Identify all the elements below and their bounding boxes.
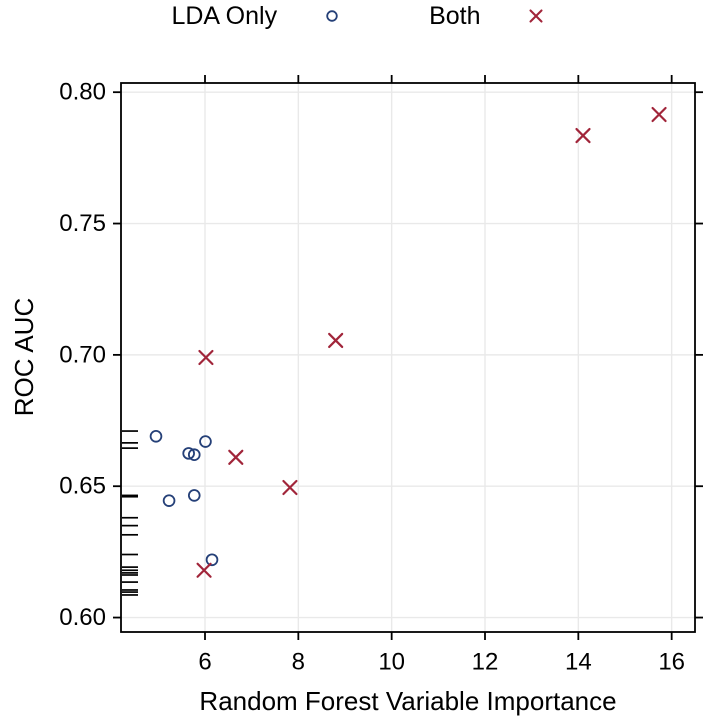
data-point-x — [196, 562, 212, 578]
data-point-x — [575, 127, 591, 144]
x-tick-label: 12 — [472, 649, 499, 676]
legend-item-both: Both — [429, 0, 544, 32]
x-tick-label: 6 — [198, 649, 211, 676]
y-tick-label: 0.75 — [59, 210, 106, 237]
data-point-circle — [205, 553, 219, 567]
legend-label-lda-only: LDA Only — [171, 2, 278, 30]
x-tick-label: 16 — [658, 649, 685, 676]
plot-box — [120, 82, 696, 633]
series-both — [196, 106, 667, 578]
circle-marker-icon — [326, 10, 338, 22]
data-point-circle — [187, 489, 201, 502]
x-tick-label: 10 — [378, 649, 405, 676]
legend-item-lda-only: LDA Only — [171, 0, 341, 32]
legend-circle-glyph — [326, 10, 338, 22]
x-tick-label: 8 — [292, 649, 305, 676]
legend-label-both: Both — [429, 2, 481, 30]
gridlines — [121, 83, 695, 632]
series-lda-only — [149, 430, 219, 567]
y-tick-label: 0.70 — [59, 341, 106, 368]
data-point-circle — [149, 430, 163, 443]
data-point-circle — [187, 448, 201, 461]
y-tick-labels: 0.60 0.65 0.70 0.75 0.80 — [59, 79, 106, 631]
data-point-circle — [182, 447, 195, 460]
data-point-x — [651, 106, 667, 123]
y-tick-label: 0.60 — [59, 604, 106, 631]
x-marker-icon — [528, 9, 543, 23]
y-axis-title: ROC AUC — [9, 298, 39, 416]
data-point-circle — [162, 494, 176, 507]
axis-ticks — [113, 75, 703, 640]
rug-marks — [122, 430, 138, 596]
x-tick-label: 14 — [565, 649, 592, 676]
data-point-x — [228, 449, 244, 465]
y-tick-label: 0.80 — [59, 79, 106, 106]
legend: LDA Only Both — [0, 0, 716, 32]
data-point-x — [328, 332, 344, 349]
data-point-circle — [199, 435, 212, 448]
data-point-x — [282, 479, 298, 496]
x-tick-labels: 6 8 10 12 14 16 — [198, 649, 685, 676]
legend-x-glyph — [528, 9, 543, 23]
x-axis-title: Random Forest Variable Importance — [199, 686, 616, 716]
y-tick-label: 0.65 — [59, 473, 106, 500]
data-point-x — [198, 349, 214, 366]
